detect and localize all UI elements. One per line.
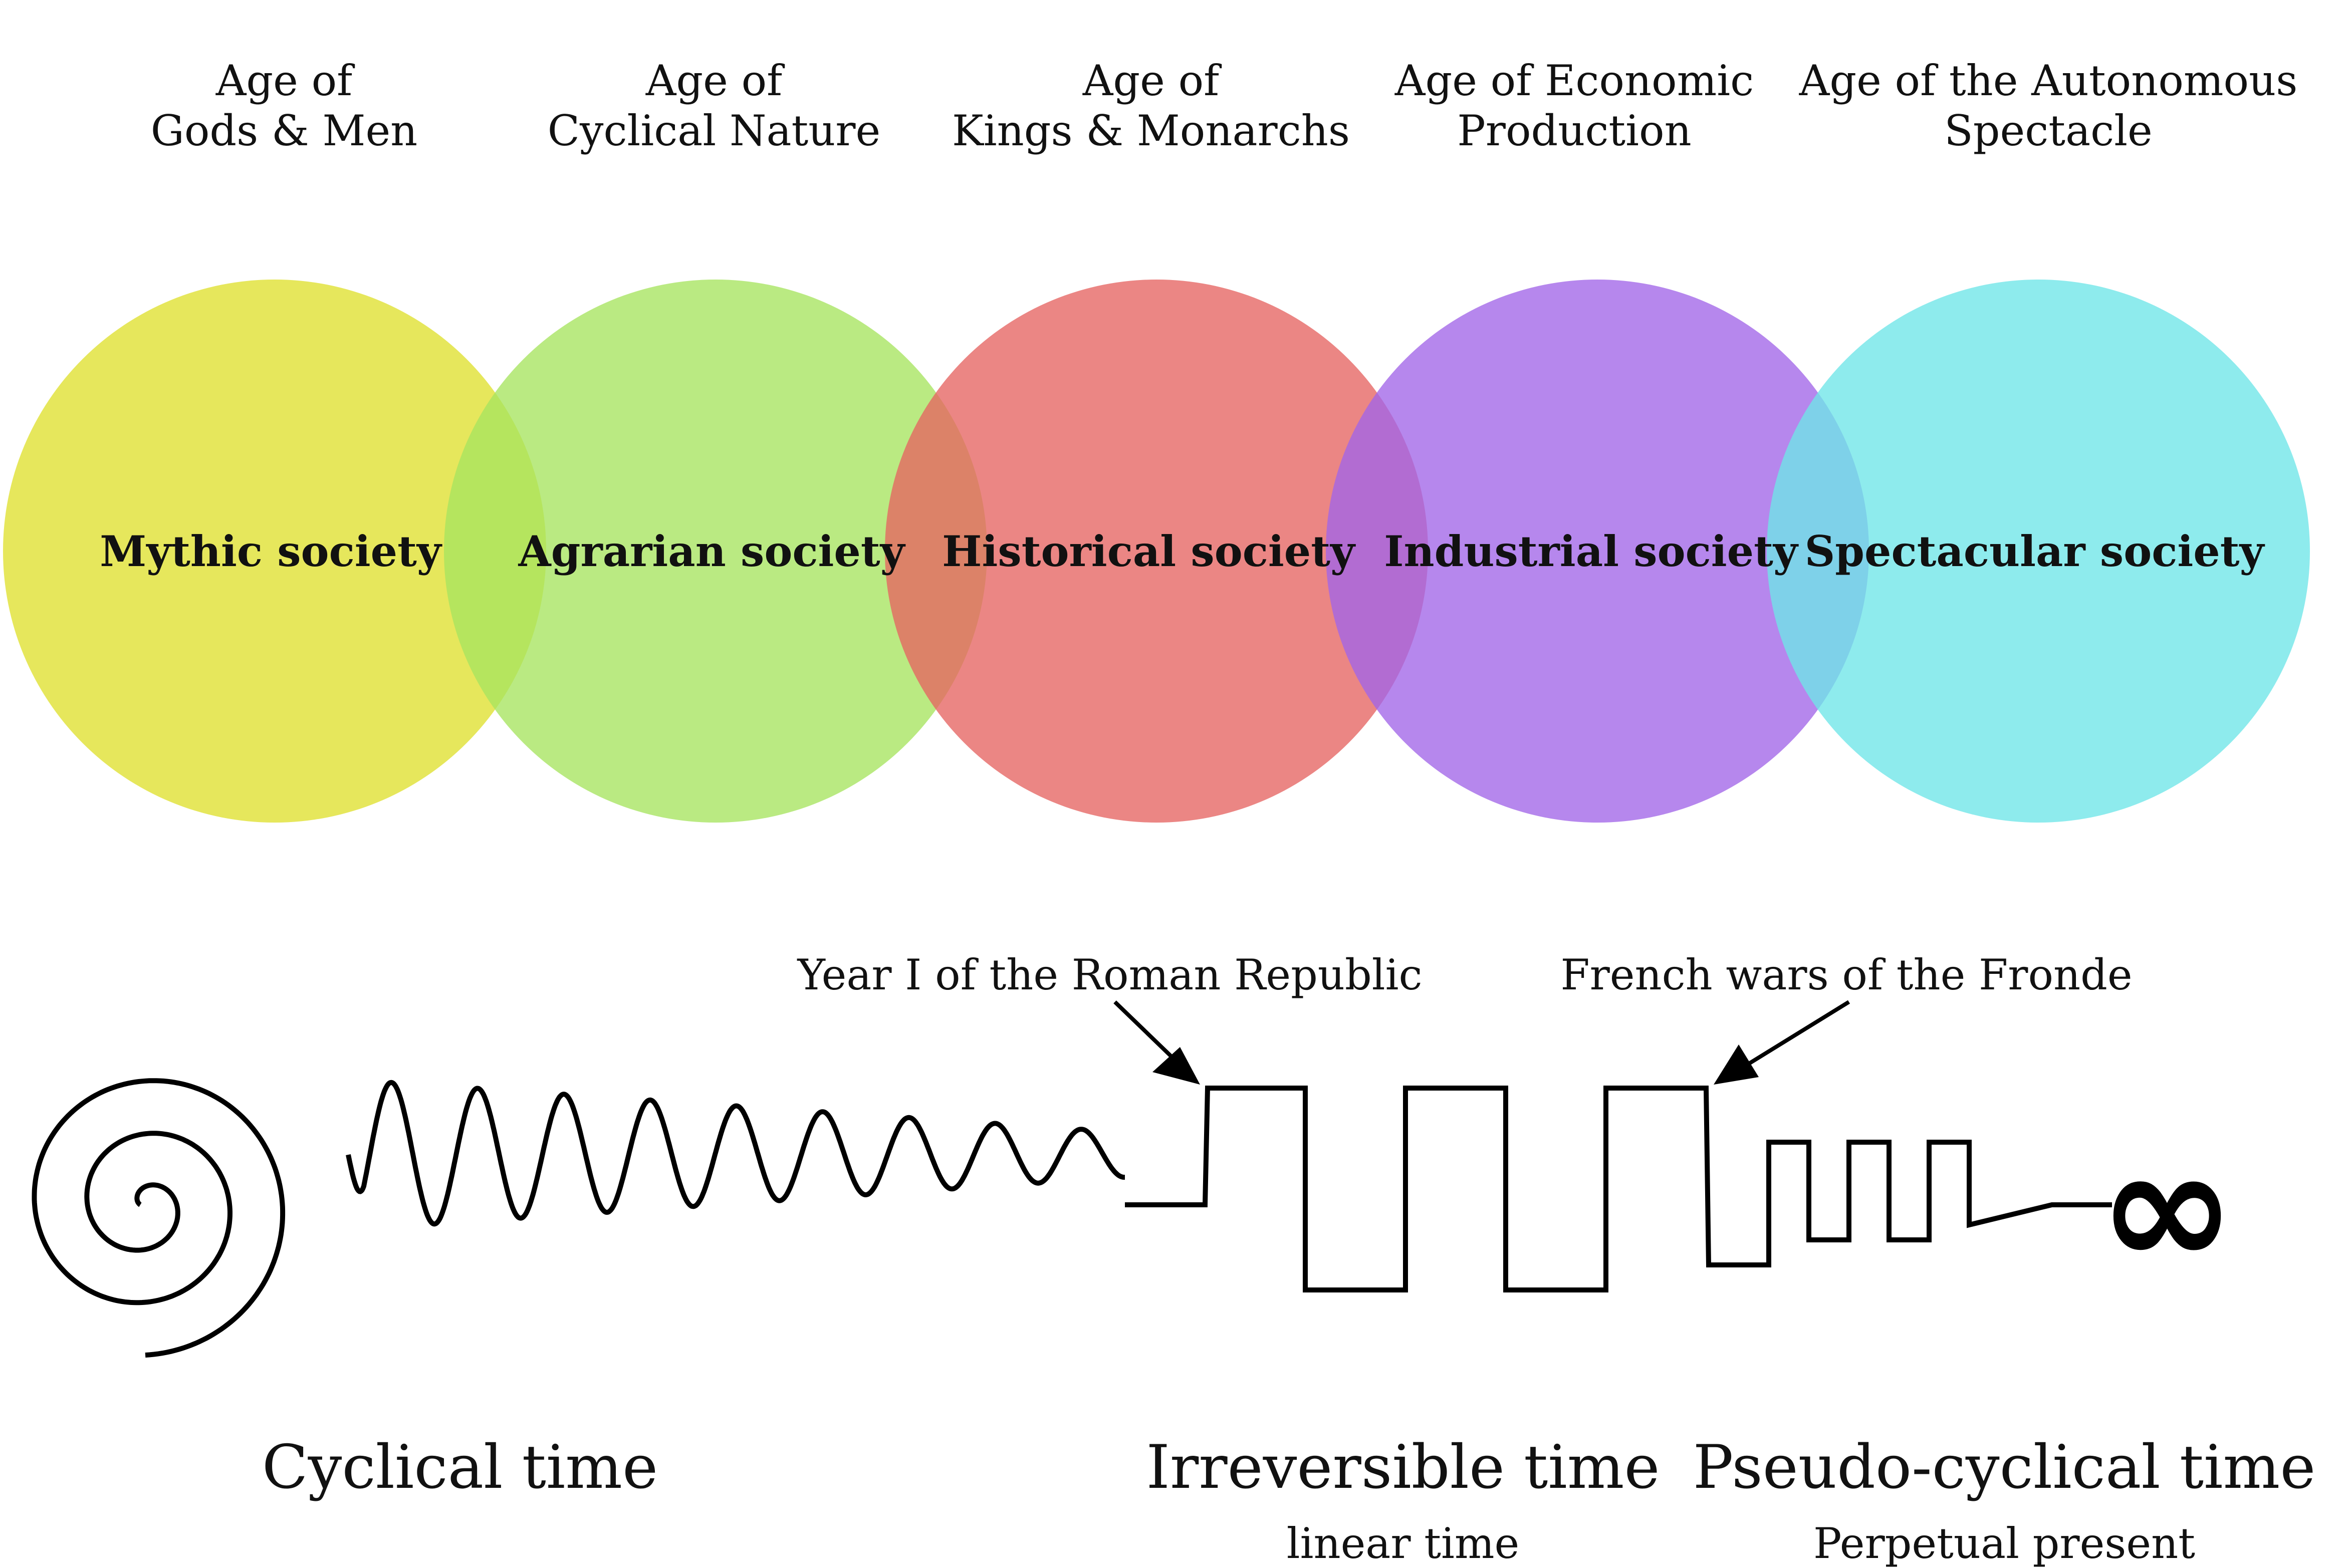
circle-mythic [3, 280, 546, 823]
time-title-pseudo-cyclical: Pseudo-cyclical time [1693, 1433, 2316, 1502]
event-label-roman-republic: Year I of the Roman Republic [797, 950, 1422, 999]
age-label-spectacle-line2: Spectacle [1944, 106, 2153, 155]
time-title-irreversible: Irreversible time [1146, 1433, 1660, 1502]
age-label-gods-men-line1: Age of [215, 56, 355, 105]
event-annotations: Year I of the Roman Republic French wars… [797, 950, 2133, 1085]
age-label-cyclical-nature-line2: Cyclical Nature [548, 106, 881, 155]
infinity-icon: ∞ [2098, 1112, 2236, 1304]
cyclical-wave [346, 1080, 1125, 1227]
arrow-head-icon [1714, 1044, 1759, 1085]
event-label-fronde: French wars of the Fronde [1560, 950, 2132, 999]
arrow-icon [1730, 1000, 1850, 1077]
circle-historical [885, 280, 1428, 823]
irreversible-square-wave [1125, 1086, 2112, 1292]
age-headers: Age of Gods & Men Age of Cyclical Nature… [151, 56, 2298, 155]
age-label-kings-line1: Age of [1082, 56, 1222, 105]
age-label-spectacle-line1: Age of the Autonomous [1799, 56, 2298, 105]
age-label-economic-line2: Production [1457, 106, 1691, 155]
age-label-cyclical-nature-line1: Age of [645, 56, 785, 105]
society-labels: Mythic society Agrarian society Historic… [100, 527, 2265, 576]
spiral-icon [32, 1078, 286, 1358]
arrow-head-icon [1152, 1047, 1200, 1085]
circle-industrial [1326, 280, 1869, 823]
time-labels: Cyclical time Irreversible time linear t… [262, 1433, 2315, 1568]
label-historical-society: Historical society [942, 527, 1356, 576]
label-spectacular-society: Spectacular society [1805, 527, 2265, 576]
age-label-gods-men-line2: Gods & Men [151, 106, 418, 155]
timeline [32, 1078, 2112, 1358]
age-label-economic-line1: Age of Economic [1394, 56, 1754, 105]
circle-spectacular [1767, 280, 2310, 823]
age-label-kings-line2: Kings & Monarchs [952, 106, 1350, 155]
label-agrarian-society: Agrarian society [518, 527, 906, 576]
time-title-cyclical: Cyclical time [262, 1433, 658, 1502]
time-subtitle-irreversible: linear time [1287, 1519, 1519, 1568]
label-mythic-society: Mythic society [100, 527, 442, 576]
society-circles [3, 280, 2310, 823]
time-subtitle-pseudo-cyclical: Perpetual present [1813, 1519, 2195, 1568]
circle-agrarian [444, 280, 987, 823]
label-industrial-society: Industrial society [1384, 527, 1799, 576]
